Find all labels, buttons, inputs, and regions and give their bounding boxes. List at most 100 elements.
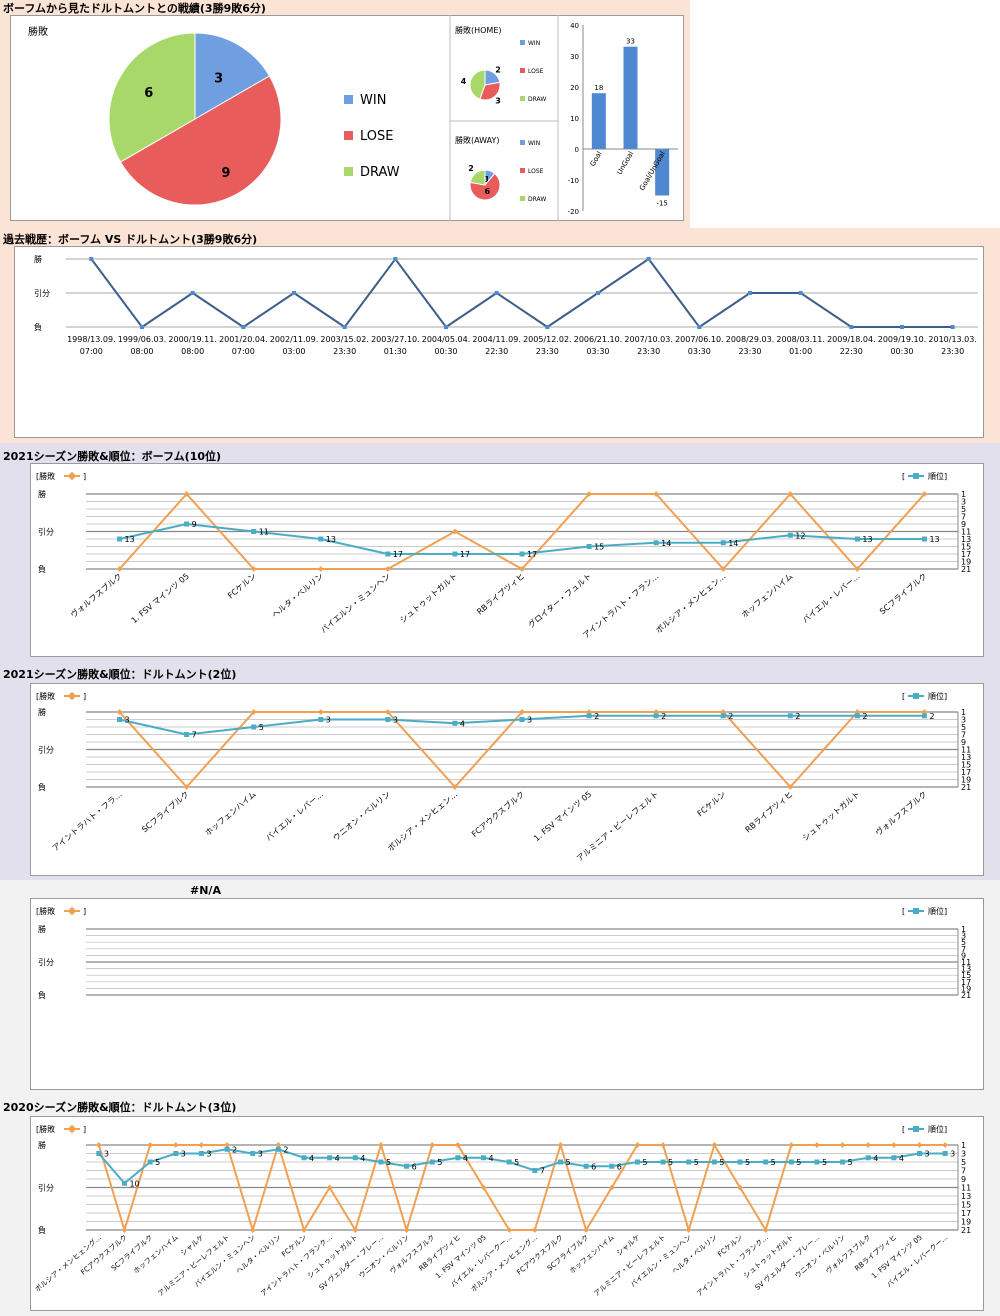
rank-data-label: 5	[745, 1158, 750, 1167]
result-point	[249, 1227, 256, 1233]
result-point	[634, 1142, 641, 1148]
result-point	[519, 709, 525, 715]
rank-tick: 21	[961, 783, 971, 792]
category-label: アイントラハト・フラ…	[51, 790, 124, 853]
result-point	[608, 1184, 615, 1191]
rank-point	[720, 540, 726, 546]
small-legend-swatch	[520, 40, 525, 45]
result-point	[250, 709, 257, 715]
rank-tick: 9	[961, 1175, 966, 1184]
history-x-label-date: 2007/06.10.	[675, 335, 724, 344]
rank-data-label: 4	[899, 1154, 904, 1163]
rank-tick: 15	[961, 543, 971, 552]
rank-data-label: 13	[929, 535, 939, 544]
history-point	[748, 291, 752, 295]
small-legend-label: WIN	[528, 40, 540, 47]
legend-rank-label: 順位]	[928, 691, 947, 701]
result-point	[147, 1142, 153, 1148]
main-legend-label: LOSE	[360, 129, 393, 144]
small-legend-label: DRAW	[528, 196, 546, 203]
result-point	[788, 1142, 795, 1148]
rank-point	[455, 1155, 461, 1161]
category-label: SCフライブルク	[140, 789, 191, 834]
rank-tick: 7	[961, 1167, 966, 1176]
main-legend-swatch	[344, 131, 353, 140]
main-legend-label: DRAW	[360, 165, 400, 180]
category-label: バイエル・レバー…	[264, 790, 325, 843]
history-y-label: 負	[34, 322, 42, 332]
history-y-label: 引分	[34, 289, 50, 298]
legend-rank-marker	[913, 908, 919, 914]
rank-tick: 19	[961, 776, 971, 785]
rank-point	[840, 1159, 846, 1165]
history-point	[596, 291, 600, 295]
rank-tick: 3	[961, 932, 966, 941]
rank-data-label: 3	[950, 1150, 955, 1159]
rank-data-label: 13	[125, 535, 135, 544]
rank-data-label: 2	[661, 712, 666, 721]
rank-data-label: 6	[591, 1162, 596, 1171]
history-x-label-date: 1999/06.03.	[118, 335, 167, 344]
rank-data-label: 3	[393, 716, 398, 725]
rank-tick: 11	[961, 528, 971, 537]
legend-rank-label: 順位]	[928, 906, 947, 916]
result-point	[814, 1142, 820, 1148]
home-pie-title: 勝敗(HOME)	[455, 25, 502, 35]
history-x-label-date: 2008/29.03.	[726, 335, 775, 344]
legend-result-close: ]	[83, 1125, 86, 1134]
rank-tick: 21	[961, 991, 971, 1000]
history-point	[950, 325, 955, 329]
result-y-label: 負	[38, 1225, 46, 1235]
result-y-label: 勝	[38, 707, 46, 717]
history-x-label-time: 22:30	[485, 347, 508, 356]
rank-tick: 19	[961, 984, 971, 993]
history-point	[393, 257, 398, 261]
rank-data-label: 5	[514, 1158, 519, 1167]
rank-point	[763, 1159, 769, 1165]
rank-data-label: 5	[565, 1158, 570, 1167]
rank-point	[318, 717, 324, 722]
history-x-label-time: 22:30	[840, 347, 863, 356]
result-point	[385, 566, 391, 572]
legend-result-close: ]	[83, 907, 86, 916]
rank-tick: 1	[961, 925, 966, 934]
history-y-label: 勝	[34, 254, 42, 264]
category-label: ヘルタ・ベルリン	[270, 572, 325, 620]
rank-point	[318, 536, 324, 542]
rank-point	[378, 1159, 384, 1165]
result-y-label: 負	[38, 782, 46, 792]
small-legend-swatch	[520, 168, 525, 173]
result-point	[685, 1227, 692, 1233]
rank-point	[96, 1151, 102, 1156]
history-point	[798, 291, 803, 295]
rank-data-label: 4	[460, 719, 465, 728]
main-pie-data-label: 3	[214, 72, 223, 87]
rank-data-label: 2	[862, 712, 867, 721]
rank-data-label: 2	[795, 712, 800, 721]
rank-tick: 3	[961, 498, 966, 507]
rank-line	[98, 1148, 946, 1185]
result-y-label: 勝	[38, 489, 46, 499]
section-title-6: 2020シーズン勝敗&順位：ドルトムント(3位)	[3, 1101, 237, 1114]
rank-point	[121, 1180, 127, 1186]
category-label: ウニオン・ベルリン	[331, 790, 392, 843]
history-x-label-time: 07:00	[232, 347, 255, 356]
rank-tick: 15	[961, 971, 971, 980]
legend-result-close: ]	[83, 692, 86, 701]
main-legend-label: WIN	[360, 93, 386, 108]
small-legend-label: LOSE	[528, 68, 544, 75]
main-pie-slice-draw	[108, 32, 196, 163]
result-point	[452, 784, 458, 790]
result-point	[317, 709, 324, 715]
category-label: アイントラハト・フラン…	[581, 572, 660, 640]
rank-data-label: 5	[259, 723, 264, 732]
rank-point	[854, 536, 860, 542]
legend-rank-marker	[913, 1126, 919, 1132]
rank-tick: 17	[961, 978, 971, 987]
rank-tick: 21	[961, 1226, 971, 1235]
history-x-label-time: 01:30	[384, 347, 407, 356]
rank-data-label: 5	[796, 1158, 801, 1167]
category-label: ヴォルフスブルク	[68, 571, 123, 620]
small-legend-label: WIN	[528, 140, 540, 147]
history-x-label-date: 2009/19.10.	[878, 335, 927, 344]
